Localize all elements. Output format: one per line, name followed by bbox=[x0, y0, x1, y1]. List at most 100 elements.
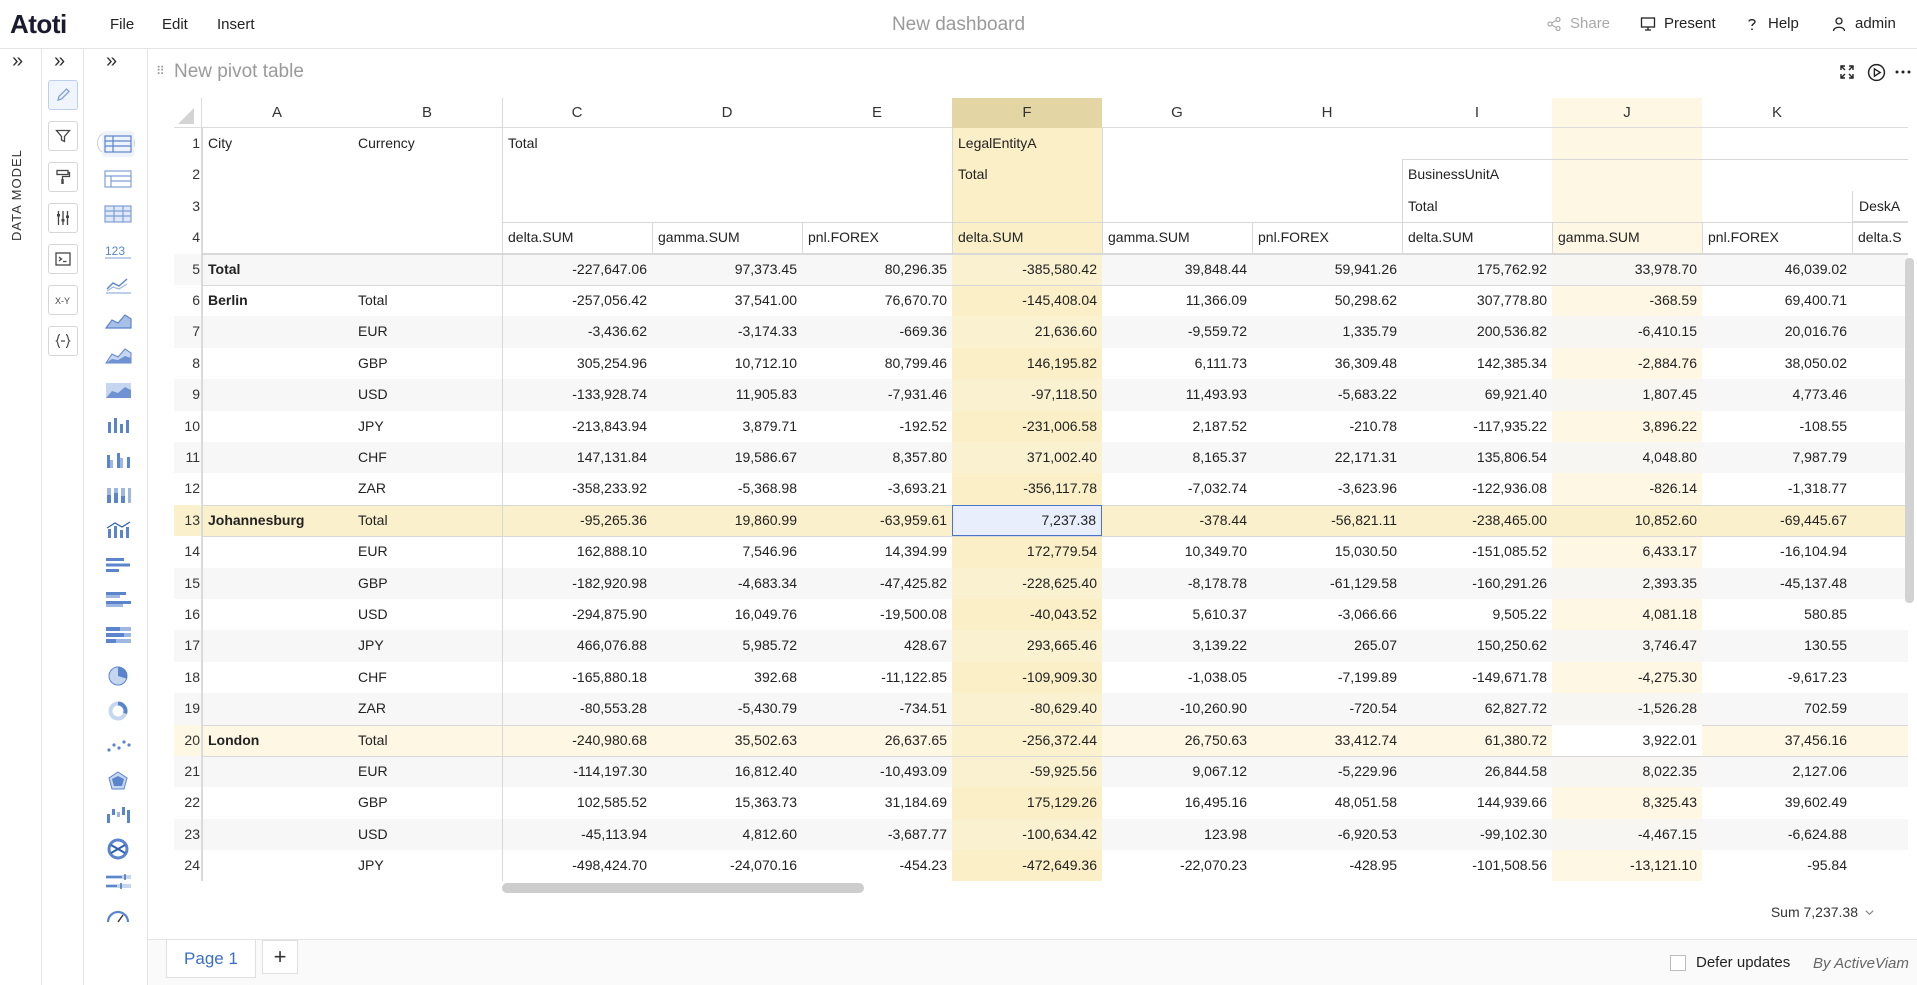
clustered-bar-widget[interactable] bbox=[102, 587, 134, 613]
column-letter-a[interactable]: A bbox=[271, 104, 282, 121]
value-cell-k[interactable]: 38,050.02 bbox=[1784, 354, 1847, 371]
value-cell-d[interactable]: 392.68 bbox=[754, 668, 797, 685]
column-letter-d[interactable]: D bbox=[721, 104, 733, 121]
value-cell-f[interactable]: 175,129.26 bbox=[1026, 794, 1097, 811]
column-letter-g[interactable]: G bbox=[1171, 104, 1183, 121]
value-cell-d[interactable]: 19,860.99 bbox=[734, 511, 797, 528]
value-cell-j[interactable]: -13,121.10 bbox=[1630, 857, 1697, 874]
header-r4-j[interactable]: gamma.SUM bbox=[1558, 229, 1640, 246]
value-cell-f[interactable]: -256,372.44 bbox=[1022, 731, 1097, 748]
value-cell-h[interactable]: 15,030.50 bbox=[1334, 543, 1397, 560]
defer-updates-checkbox[interactable] bbox=[1670, 954, 1686, 971]
row-number[interactable]: 3 bbox=[192, 197, 200, 214]
column-letter-j[interactable]: J bbox=[1623, 104, 1631, 121]
value-cell-f[interactable]: 146,195.82 bbox=[1026, 354, 1097, 371]
value-cell-d[interactable]: 15,363.73 bbox=[734, 794, 797, 811]
value-cell-i[interactable]: 69,921.40 bbox=[1484, 386, 1547, 403]
value-cell-j[interactable]: -4,467.15 bbox=[1637, 825, 1697, 842]
value-cell-j[interactable]: 3,746.47 bbox=[1642, 637, 1698, 654]
value-cell-g[interactable]: -7,032.74 bbox=[1187, 480, 1247, 497]
value-cell-i[interactable]: 144,939.66 bbox=[1476, 794, 1547, 811]
value-cell-k[interactable]: 2,127.06 bbox=[1792, 763, 1848, 779]
header-r4-c[interactable]: delta.SUM bbox=[508, 229, 574, 246]
chord-chart-widget[interactable] bbox=[102, 836, 134, 862]
currency-cell[interactable]: EUR bbox=[358, 323, 388, 340]
value-cell-g[interactable]: -22,070.23 bbox=[1180, 857, 1247, 874]
pivot-table[interactable]: A B C D E F G H I J K 1 2 3 4 5 6 7 8 9 10 11 12 13 14 15 16 17 18 19… bbox=[174, 98, 1908, 881]
value-cell-f[interactable]: -97,118.50 bbox=[1031, 386, 1097, 403]
value-cell-j[interactable]: 8,022.35 bbox=[1642, 763, 1698, 779]
city-cell[interactable] bbox=[202, 693, 352, 724]
value-cell-c[interactable]: -182,920.98 bbox=[572, 574, 647, 591]
value-cell-g[interactable]: 9,067.12 bbox=[1192, 763, 1248, 779]
value-cell-i[interactable]: -160,291.26 bbox=[1472, 574, 1547, 591]
value-cell-h[interactable]: -3,623.96 bbox=[1337, 480, 1397, 497]
value-cell-k[interactable]: 39,602.49 bbox=[1784, 794, 1847, 811]
value-cell-h[interactable]: 48,051.58 bbox=[1334, 794, 1397, 811]
value-cell-g[interactable]: 6,111.73 bbox=[1194, 354, 1247, 371]
value-cell-c[interactable]: -133,928.74 bbox=[572, 386, 647, 403]
value-cell-d[interactable]: 7,546.96 bbox=[742, 543, 798, 560]
header-r3-i[interactable]: Total bbox=[1408, 197, 1438, 214]
value-cell-h[interactable]: -210.78 bbox=[1349, 417, 1397, 434]
value-cell-e[interactable]: -10,493.09 bbox=[880, 763, 947, 779]
row-number[interactable]: 13 bbox=[174, 504, 202, 536]
header-r4-g[interactable]: gamma.SUM bbox=[1108, 229, 1190, 246]
value-cell-d[interactable]: -4,683.34 bbox=[737, 574, 797, 591]
header-r4-e[interactable]: pnl.FOREX bbox=[808, 229, 879, 246]
value-cell-d[interactable]: 5,985.72 bbox=[742, 637, 798, 654]
city-cell[interactable] bbox=[202, 850, 352, 881]
add-page-button[interactable]: + bbox=[262, 940, 298, 974]
table-widget[interactable] bbox=[102, 201, 134, 227]
value-cell-i[interactable]: 142,385.34 bbox=[1476, 354, 1547, 371]
value-cell-g[interactable]: 11,493.93 bbox=[1185, 386, 1247, 403]
value-cell-f[interactable]: -109,909.30 bbox=[1022, 668, 1097, 685]
value-cell-i[interactable]: 61,380.72 bbox=[1484, 731, 1547, 748]
value-cell-e[interactable]: 26,637.65 bbox=[884, 731, 947, 748]
value-cell-k[interactable]: 130.55 bbox=[1804, 637, 1847, 654]
value-cell-e[interactable]: -7,931.46 bbox=[887, 386, 947, 403]
city-cell[interactable] bbox=[202, 819, 352, 850]
value-cell-e[interactable]: -192.52 bbox=[899, 417, 947, 434]
value-cell-e[interactable]: -734.51 bbox=[899, 700, 947, 717]
menu-insert[interactable]: Insert bbox=[217, 16, 255, 33]
header-r2-i[interactable]: BusinessUnitA bbox=[1408, 166, 1500, 183]
currency-cell[interactable]: Total bbox=[358, 511, 388, 528]
value-cell-k[interactable]: 69,400.71 bbox=[1784, 292, 1847, 308]
city-cell[interactable] bbox=[202, 630, 352, 661]
city-cell[interactable] bbox=[202, 787, 352, 818]
run-query-button[interactable] bbox=[1865, 61, 1887, 83]
value-cell-c[interactable]: -80,553.28 bbox=[580, 700, 647, 717]
value-cell-d[interactable]: 16,812.40 bbox=[734, 763, 797, 779]
currency-cell[interactable]: USD bbox=[358, 825, 388, 842]
value-cell-c[interactable]: -3,436.62 bbox=[587, 323, 647, 340]
value-cell-j[interactable]: 3,922.01 bbox=[1552, 724, 1702, 756]
present-button[interactable]: Present bbox=[1640, 15, 1716, 32]
value-cell-f[interactable]: -385,580.42 bbox=[1022, 260, 1097, 277]
currency-cell[interactable]: GBP bbox=[358, 574, 388, 591]
value-cell-e[interactable]: -47,425.82 bbox=[880, 574, 947, 591]
expand-widgets-icon[interactable]: » bbox=[106, 50, 118, 72]
value-cell-g[interactable]: -8,178.78 bbox=[1187, 574, 1247, 591]
value-cell-j[interactable]: -4,275.30 bbox=[1637, 668, 1697, 685]
currency-cell[interactable]: CHF bbox=[358, 449, 387, 465]
value-cell-e[interactable]: 80,799.46 bbox=[884, 354, 947, 371]
value-cell-j[interactable]: 6,433.17 bbox=[1642, 543, 1698, 560]
header-r4-i[interactable]: delta.SUM bbox=[1408, 229, 1474, 246]
value-cell-c[interactable]: -213,843.94 bbox=[572, 417, 647, 434]
currency-cell[interactable]: JPY bbox=[358, 857, 384, 874]
value-cell-k[interactable]: 702.59 bbox=[1804, 700, 1847, 717]
xy-tool[interactable]: X-Y bbox=[48, 285, 78, 315]
value-cell-c[interactable]: -240,980.68 bbox=[572, 731, 647, 748]
column-chart-widget[interactable] bbox=[102, 412, 134, 438]
value-cell-f[interactable]: 371,002.40 bbox=[1026, 449, 1097, 465]
row-number[interactable]: 8 bbox=[192, 354, 200, 371]
column-letter-b[interactable]: B bbox=[421, 104, 432, 121]
city-cell[interactable] bbox=[202, 568, 352, 599]
value-cell-k[interactable]: 37,456.16 bbox=[1784, 731, 1847, 748]
value-cell-i[interactable]: 9,505.22 bbox=[1492, 606, 1548, 622]
value-cell-k[interactable]: 4,773.46 bbox=[1792, 386, 1848, 403]
value-cell-g[interactable]: 5,610.37 bbox=[1192, 606, 1248, 622]
value-cell-g[interactable]: 3,139.22 bbox=[1192, 637, 1248, 654]
currency-cell[interactable]: GBP bbox=[358, 794, 388, 811]
